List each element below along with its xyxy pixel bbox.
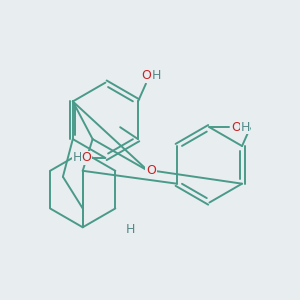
Text: O: O — [141, 69, 151, 82]
Text: H: H — [240, 121, 250, 134]
Text: H: H — [152, 69, 161, 82]
Text: O: O — [231, 121, 241, 134]
Text: O: O — [82, 152, 92, 164]
Text: O: O — [146, 164, 156, 177]
Text: H: H — [73, 152, 82, 164]
Text: H: H — [125, 223, 135, 236]
